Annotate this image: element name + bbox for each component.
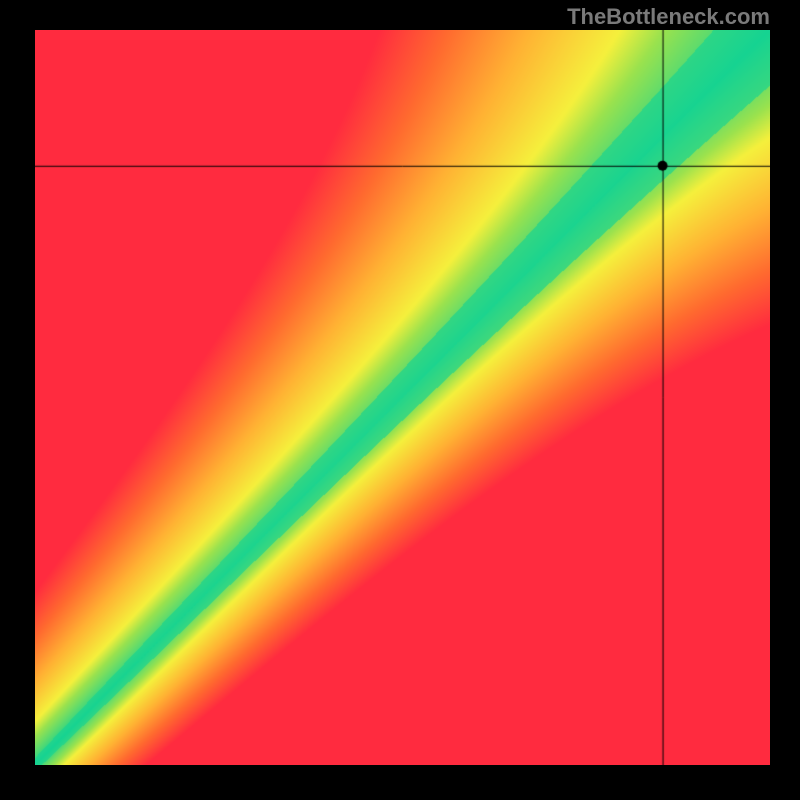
watermark-text: TheBottleneck.com: [567, 4, 770, 30]
bottleneck-heatmap: [35, 30, 770, 765]
